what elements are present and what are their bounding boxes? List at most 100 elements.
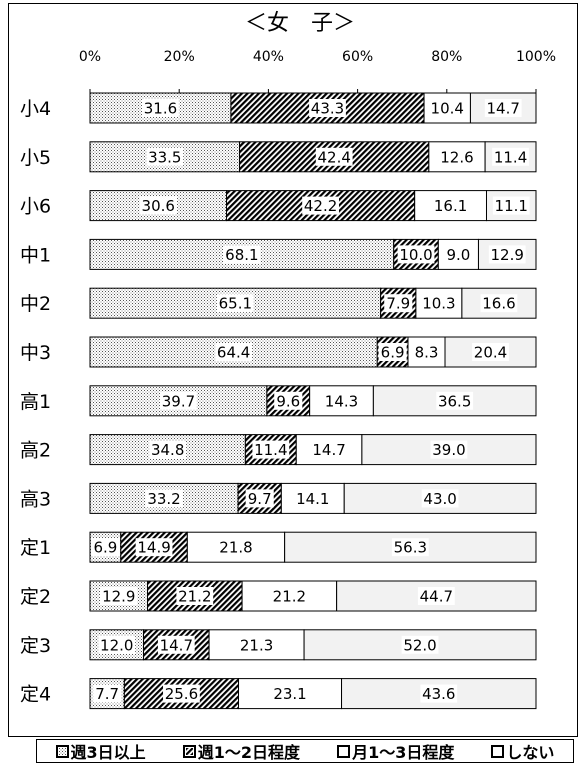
data-label-background — [100, 587, 138, 605]
dotted-square-icon — [55, 744, 69, 758]
data-label: 9.0 — [446, 246, 470, 264]
data-label-background — [310, 440, 348, 459]
data-label: 21.2 — [273, 588, 306, 606]
data-label-background — [436, 391, 474, 410]
data-label-background — [274, 391, 303, 410]
data-label: 14.7 — [487, 100, 520, 118]
x-tick-label: 20% — [164, 49, 195, 65]
data-label: 43.0 — [423, 490, 456, 508]
data-label-background — [480, 294, 518, 313]
data-label: 10.0 — [399, 246, 432, 264]
data-label-background — [397, 245, 435, 264]
data-label: 65.1 — [219, 295, 252, 313]
data-label-background — [378, 343, 407, 361]
data-label: 9.6 — [276, 392, 300, 410]
data-label-background — [176, 587, 214, 605]
data-label: 10.3 — [422, 295, 455, 313]
data-label: 25.6 — [165, 685, 198, 703]
data-label: 23.1 — [273, 685, 306, 703]
data-label-background — [142, 99, 179, 117]
data-label-background — [238, 635, 275, 654]
data-label: 21.8 — [219, 539, 252, 557]
data-label-background — [145, 489, 183, 508]
data-label-background — [135, 538, 173, 557]
data-label-background — [270, 587, 308, 605]
data-label: 11.1 — [495, 197, 528, 215]
bar-segment — [89, 336, 378, 368]
data-label: 6.9 — [381, 344, 405, 362]
x-tick-label: 60% — [342, 49, 373, 65]
data-label-background — [417, 587, 455, 605]
data-label: 34.8 — [151, 441, 184, 459]
data-label-background — [217, 538, 255, 557]
data-label: 56.3 — [394, 539, 427, 557]
data-label-background — [472, 343, 509, 361]
data-label-background — [223, 245, 261, 264]
data-label-background — [309, 99, 346, 117]
data-label: 12.6 — [440, 148, 473, 166]
data-label-background — [391, 538, 429, 557]
category-label: 小6 — [20, 196, 51, 218]
data-label-background — [421, 489, 459, 508]
category-label: 中1 — [20, 244, 51, 266]
chart-frame — [8, 3, 578, 737]
legend-item: 週1～2日程度 — [182, 739, 301, 763]
data-label: 16.1 — [434, 197, 467, 215]
data-label-background — [294, 489, 332, 508]
data-label: 33.5 — [148, 148, 181, 166]
data-label: 30.6 — [142, 197, 175, 215]
data-label-background — [428, 99, 466, 117]
legend-label: 月1～3日程度 — [352, 743, 455, 762]
data-label-background — [245, 489, 274, 508]
data-label: 42.4 — [318, 148, 351, 166]
legend-item: しない — [491, 739, 554, 763]
x-axis: 0% 20% 40% 60% 80% 100% — [79, 49, 556, 93]
x-tick-label: 40% — [253, 49, 284, 65]
data-label: 10.4 — [431, 100, 464, 118]
data-label-background — [323, 391, 360, 410]
x-tick-label: 80% — [431, 49, 462, 65]
data-label-background — [401, 635, 439, 654]
data-label-background — [271, 684, 309, 703]
data-label: 14.9 — [137, 539, 170, 557]
data-label-background — [420, 294, 458, 313]
data-label: 64.4 — [217, 344, 250, 362]
data-label: 39.7 — [162, 392, 195, 410]
data-label-background — [163, 684, 200, 703]
legend-label: 週3日以上 — [70, 743, 146, 762]
data-label: 12.9 — [491, 246, 524, 264]
data-label: 7.7 — [95, 685, 119, 703]
data-label: 31.6 — [144, 100, 177, 118]
data-label-background — [157, 635, 195, 654]
data-label: 39.0 — [432, 441, 465, 459]
data-label-background — [488, 245, 526, 264]
category-label: 高2 — [20, 440, 51, 462]
category-label: 定4 — [20, 684, 51, 706]
data-label-background — [98, 635, 136, 654]
data-label-background — [216, 294, 254, 313]
data-label: 12.0 — [100, 636, 133, 654]
data-label-background — [484, 99, 522, 117]
legend-label: 週1～2日程度 — [197, 743, 301, 762]
legend-item: 月1～3日程度 — [337, 739, 454, 763]
data-label: 52.0 — [403, 636, 436, 654]
data-label: 68.1 — [225, 246, 258, 264]
data-label: 21.2 — [178, 588, 211, 606]
data-label-background — [93, 684, 122, 703]
data-label: 43.3 — [311, 100, 344, 118]
data-label-background — [438, 147, 476, 166]
data-label-background — [160, 391, 197, 410]
category-label: 小4 — [20, 98, 51, 120]
data-label-background — [492, 147, 529, 166]
data-label: 12.9 — [102, 588, 135, 606]
data-label: 43.6 — [422, 685, 455, 703]
category-label: 高1 — [20, 391, 51, 413]
data-label: 16.6 — [482, 295, 515, 313]
chart-title: ＜女 子＞ — [245, 11, 355, 36]
data-label-background — [215, 343, 253, 361]
category-labels: 小4 小5 小6 中1 中2 中3 高1 高2 高3 定1 定2 定3 定4 — [20, 98, 51, 706]
data-label-background — [149, 440, 187, 459]
data-label-background — [430, 440, 468, 459]
data-label: 44.7 — [420, 588, 453, 606]
